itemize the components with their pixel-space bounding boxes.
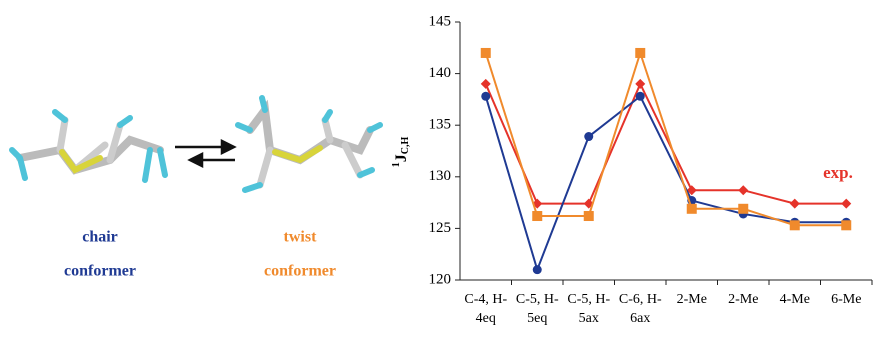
- marker: [790, 199, 800, 209]
- x-tick-label: C-5, H-5eq: [510, 290, 564, 328]
- figure: chair conformer twist conformer exp. 1JC…: [0, 0, 875, 338]
- marker: [636, 92, 645, 101]
- marker: [738, 204, 748, 214]
- y-title-main: J: [393, 154, 410, 162]
- marker: [584, 211, 594, 221]
- marker: [532, 211, 542, 221]
- molecule-label: conformer: [264, 263, 336, 280]
- x-tick-label: C-4, H-4eq: [459, 290, 513, 328]
- marker: [481, 92, 490, 101]
- x-tick-label: 2-Me: [665, 290, 719, 309]
- equilibrium-arrows: [175, 141, 235, 166]
- twist-molecule: [238, 98, 380, 190]
- molecule-label: twist: [284, 229, 318, 246]
- y-axis-title: 1JC,H: [391, 137, 411, 168]
- chair-molecule: [12, 112, 165, 180]
- marker: [481, 48, 491, 58]
- y-tick-label: 130: [429, 168, 452, 184]
- marker: [533, 265, 542, 274]
- x-tick-label: C-6, H-6ax: [613, 290, 667, 328]
- marker: [635, 79, 645, 89]
- x-tick-label: C-5, H-5ax: [562, 290, 616, 328]
- annotation: exp.: [823, 163, 853, 182]
- marker: [790, 220, 800, 230]
- marker: [738, 185, 748, 195]
- y-tick-label: 135: [429, 117, 452, 133]
- x-tick-label: 6-Me: [819, 290, 873, 309]
- y-title-sub: C,H: [400, 137, 411, 155]
- molecule-label: chair: [82, 229, 118, 246]
- marker: [841, 199, 851, 209]
- marker: [584, 132, 593, 141]
- x-tick-label: 4-Me: [768, 290, 822, 309]
- y-tick-label: 120: [429, 271, 452, 287]
- marker: [635, 48, 645, 58]
- x-tick-label: 2-Me: [716, 290, 770, 309]
- marker: [687, 204, 697, 214]
- molecule-label: conformer: [64, 263, 136, 280]
- y-tick-label: 145: [429, 13, 452, 29]
- marker: [841, 220, 851, 230]
- series-line: [486, 96, 847, 269]
- chart: chair conformer twist conformer exp. 1JC…: [0, 0, 875, 338]
- series-line: [486, 84, 847, 204]
- marker: [481, 79, 491, 89]
- y-tick-label: 140: [429, 65, 452, 81]
- y-tick-label: 125: [429, 220, 452, 236]
